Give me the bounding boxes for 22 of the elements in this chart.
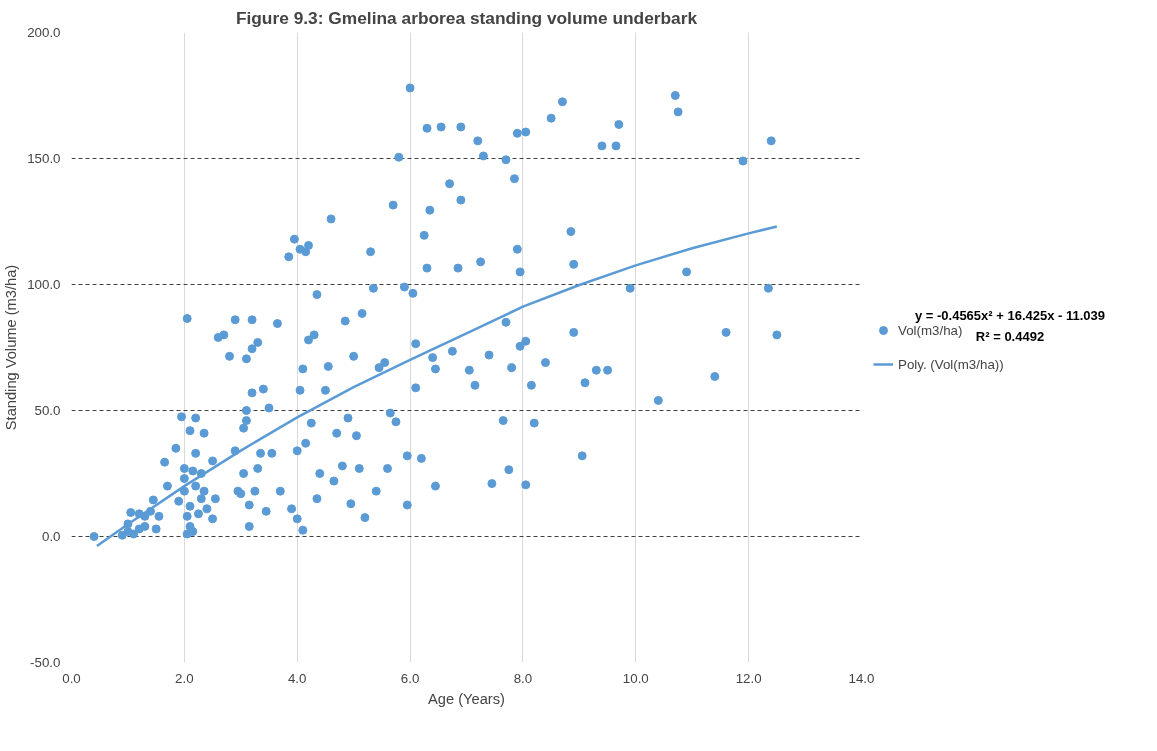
y-tick-label: 0.0 (41, 529, 61, 544)
text: y = -0.4565x² + 16.425x - 11.039 (914, 307, 1106, 325)
y-tick-label: -50.0 (30, 655, 61, 670)
x-tick-label: 6.0 (400, 670, 420, 686)
x-tick-label: 4.0 (287, 670, 307, 686)
y-tick-label: 150.0 (27, 151, 61, 166)
x-tick-label: 14.0 (848, 670, 875, 686)
x-tick-label: 8.0 (513, 670, 533, 686)
legend-label: Vol(m3/ha) (898, 322, 963, 338)
y-tick-label: 50.0 (34, 403, 61, 418)
y-axis-title: Standing Volume (m3/ha) (3, 264, 20, 431)
x-tick-label: 0.0 (62, 670, 81, 686)
y-tick-label: 100.0 (27, 277, 61, 292)
x-tick-label: 10.0 (622, 670, 649, 686)
y-tick-label: 200.0 (27, 25, 61, 40)
x-tick-label: 2.0 (175, 670, 194, 686)
x-tick-label: 12.0 (735, 670, 762, 686)
text: R² = 0.4492 (975, 329, 1045, 344)
legend-label: Poly. (Vol(m3/ha)) (898, 356, 1004, 372)
x-axis-title: Age (Years) (428, 690, 505, 707)
chart-title: Figure 9.3: Gmelina arborea standing volume underbark (235, 7, 698, 28)
line-series (95, 225, 779, 548)
